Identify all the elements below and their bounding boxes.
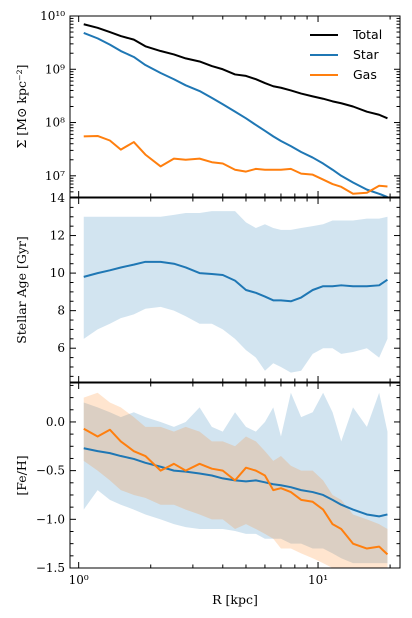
line-middle-0 (83, 260, 389, 303)
y-tick-label: 6 (57, 341, 65, 355)
x-tick-label: 10⁰ (69, 573, 89, 587)
panel-top: 10⁷ 10⁸ 10⁹ 10¹⁰ Σ [M⊙ kpc⁻²] Total Star Gas (14, 9, 401, 198)
y-tick-label: 10⁷ (45, 169, 65, 183)
y-tick-label: 10¹⁰ (40, 9, 65, 23)
y-axis-label: [Fe/H] (14, 455, 29, 495)
line-top-gas (83, 134, 388, 195)
y-tick-label: 12 (50, 229, 65, 243)
plot-area-bottom (83, 392, 389, 568)
plot-area-top (83, 23, 388, 197)
line-top-star (83, 32, 388, 197)
band-bottom-0 (83, 392, 388, 564)
y-tick-label: 0.0 (46, 415, 65, 429)
legend-label-total: Total (352, 27, 382, 42)
line-bottom-gas (83, 427, 389, 556)
axes-frame-bottom (69, 382, 401, 569)
y-tick-label: 8 (57, 304, 65, 318)
x-tick-label: 10¹ (308, 573, 328, 587)
y-axis-label: Stellar Age [Gyr] (14, 236, 29, 344)
y-tick-label: 10 (50, 266, 65, 280)
y-tick-label: 14 (50, 191, 66, 205)
line-top-total (83, 23, 388, 120)
plot-area-middle (83, 211, 389, 373)
panel-middle: 6 8 10 12 14 Stellar Age [Gyr] (14, 191, 401, 383)
y-tick-label: −0.5 (36, 464, 65, 478)
x-axis-label: R [kpc] (212, 592, 258, 607)
band-middle-0 (83, 211, 388, 373)
line-bottom-star (83, 447, 388, 518)
y-tick-label: −1.0 (36, 512, 65, 526)
y-tick-label: 10⁹ (45, 62, 65, 76)
legend: Total Star Gas (310, 27, 382, 82)
y-tick-label: −1.5 (36, 561, 65, 575)
panel-bottom: −1.5 −1.0 −0.5 0.0 [Fe/H] 10⁰ 10¹ R [kpc] (14, 382, 401, 607)
legend-label-star: Star (353, 47, 379, 62)
y-tick-label: 10⁸ (45, 116, 65, 130)
axes-frame-middle (69, 197, 401, 383)
legend-label-gas: Gas (353, 67, 377, 82)
y-axis-label: Σ [M⊙ kpc⁻²] (14, 65, 29, 149)
